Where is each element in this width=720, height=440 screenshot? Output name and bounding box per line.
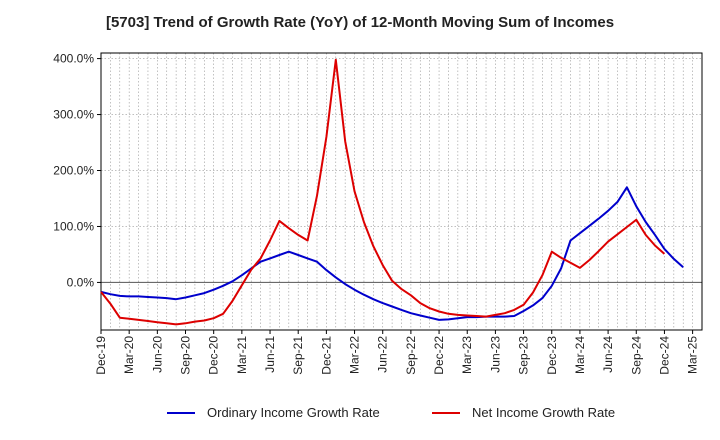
- x-tick-label: Jun-21: [263, 336, 277, 373]
- x-tick-label: Jun-24: [601, 336, 615, 373]
- x-tick-label: Dec-23: [545, 336, 559, 375]
- legend-label-ordinary: Ordinary Income Growth Rate: [207, 405, 380, 420]
- x-tick-label: Dec-20: [207, 336, 221, 375]
- x-tick-label: Mar-21: [235, 336, 249, 374]
- x-tick-label: Mar-24: [573, 336, 587, 374]
- x-tick-label: Dec-19: [94, 336, 108, 375]
- y-tick-label: 300.0%: [53, 108, 94, 122]
- x-tick-label: Sep-23: [517, 336, 531, 375]
- legend-label-net: Net Income Growth Rate: [472, 405, 616, 420]
- legend-swatch-ordinary: [167, 411, 195, 414]
- x-tick-label: Jun-22: [376, 336, 390, 373]
- x-tick-label: Mar-20: [122, 336, 136, 374]
- x-tick-label: Jun-23: [488, 336, 502, 373]
- plot-border: [100, 52, 703, 331]
- legend-item-net: Net Income Growth Rate: [432, 405, 615, 420]
- x-tick-label: Sep-22: [404, 336, 418, 375]
- y-tick-label: 100.0%: [53, 219, 94, 233]
- x-tick-label: Mar-22: [348, 336, 362, 374]
- x-tick-label: Dec-22: [432, 336, 446, 375]
- x-tick-label: Sep-20: [179, 336, 193, 375]
- x-tick-label: Sep-24: [629, 336, 643, 375]
- series-line-ordinary-income: [100, 186, 684, 321]
- x-tick-label: Dec-24: [657, 336, 671, 375]
- y-tick-label: 0.0%: [67, 275, 95, 289]
- series-line-net-income: [100, 58, 666, 326]
- legend-swatch-net: [432, 411, 460, 414]
- x-tick-label: Mar-25: [686, 336, 700, 374]
- y-tick-label: 200.0%: [53, 164, 94, 178]
- x-tick-label: Dec-21: [319, 336, 333, 375]
- legend-item-ordinary: Ordinary Income Growth Rate: [167, 405, 380, 420]
- x-tick-label: Jun-20: [150, 336, 164, 373]
- chart-legend: Ordinary Income Growth Rate Net Income G…: [0, 405, 720, 425]
- x-tick-label: Mar-23: [460, 336, 474, 374]
- chart-title: [5703] Trend of Growth Rate (YoY) of 12-…: [105, 14, 615, 31]
- x-tick-label: Sep-21: [291, 336, 305, 375]
- y-tick-label: 400.0%: [53, 52, 94, 66]
